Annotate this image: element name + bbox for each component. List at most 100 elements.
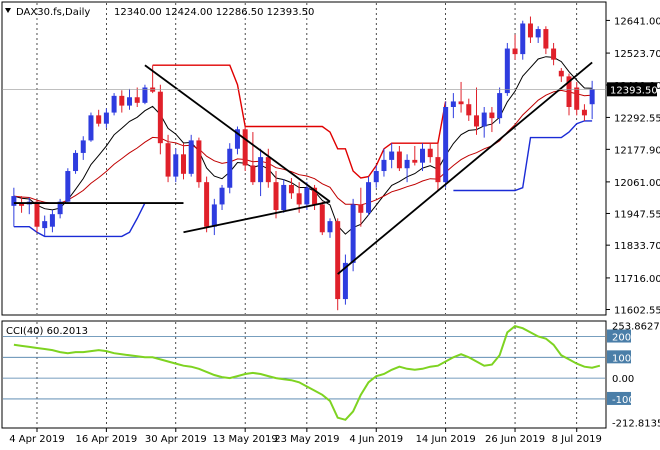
candle-body [481, 112, 487, 127]
candle-body [435, 157, 441, 183]
y-tick-label: 11833.70 [614, 241, 660, 252]
candle-body [581, 109, 587, 116]
candle-body [350, 204, 356, 263]
chart-header-ohlc: 12340.00 12424.00 12286.50 12393.50 [114, 7, 314, 18]
price-panel-frame [1, 1, 607, 316]
candle-body [49, 214, 55, 227]
candle-body [412, 159, 418, 163]
candle-body [373, 171, 379, 183]
candle-body [396, 151, 402, 169]
candle-body [443, 107, 449, 183]
candle-body [366, 182, 372, 213]
candle-body [527, 23, 533, 38]
current-price-label: 12393.50 [610, 85, 658, 96]
trend-lines [13, 61, 593, 275]
candle-body [574, 87, 580, 110]
cci-tick-label: -212.8135 [612, 418, 660, 429]
candle-body [512, 48, 518, 55]
price-axis: 12641.0012523.7012409.0012292.5512177.90… [2, 16, 660, 317]
candle-body [389, 151, 395, 160]
cci-series [13, 324, 601, 421]
cci-label: CCI(40) 60.2013 [6, 326, 88, 337]
cci-tick-label: 253.8627 [612, 321, 660, 332]
cci-level-box [607, 391, 631, 405]
candle-body [327, 221, 333, 233]
candle-body [358, 204, 364, 213]
candle-body [204, 182, 210, 227]
y-tick-label: 12061.00 [614, 178, 660, 189]
candle-body [520, 23, 526, 55]
candle-body [420, 148, 426, 163]
y-tick-label: 12292.55 [614, 113, 660, 124]
candle-body [497, 93, 503, 119]
cci-tick-label: 100 [612, 353, 631, 364]
cci-level-lines [3, 336, 605, 400]
x-tick-label: 16 Apr 2019 [75, 434, 137, 445]
candle-body [265, 157, 271, 183]
candle-body [543, 29, 549, 49]
candle-body [34, 201, 40, 227]
candle-body [57, 201, 63, 215]
candle-body [466, 104, 472, 116]
candle-body [551, 48, 557, 60]
candle-body [196, 140, 202, 183]
y-tick-label: 12177.90 [614, 145, 660, 156]
candle-body [65, 171, 71, 202]
trail-up-line [13, 202, 146, 238]
candle-body [188, 140, 194, 174]
x-tick-label: 4 Jun 2019 [349, 434, 403, 445]
candle-body [258, 157, 264, 183]
candle-body [404, 159, 410, 169]
candle-body [589, 89, 595, 105]
candle-body [473, 115, 479, 127]
descending-trendline [144, 64, 331, 203]
candle-body [119, 95, 125, 106]
y-tick-label: 12523.70 [614, 49, 660, 60]
x-tick-label: 8 Jul 2019 [552, 434, 602, 445]
cci-tick-label: 200 [612, 333, 631, 344]
candle-body [134, 97, 140, 103]
candlestick-series [11, 16, 595, 311]
cci-level-box [607, 329, 631, 343]
ascending-trendline [183, 200, 331, 234]
candle-body [427, 148, 433, 158]
trail-down-line [152, 64, 447, 179]
chart-header-symbol: DAX30.fs,Daily [16, 7, 90, 18]
candle-body [80, 140, 86, 153]
current-price-box [607, 82, 657, 97]
candle-body [242, 129, 248, 166]
candle-body [219, 187, 225, 205]
candle-body [111, 95, 117, 113]
x-tick-label: 23 May 2019 [274, 434, 339, 445]
candle-body [304, 187, 310, 205]
candle-body [42, 221, 48, 229]
candle-body [73, 152, 79, 172]
date-axis: 4 Apr 2019 16 Apr 2019 30 Apr 2019 13 May 2… [9, 428, 602, 445]
candle-body [504, 48, 510, 94]
x-tick-label: 30 Apr 2019 [145, 434, 207, 445]
candle-body [250, 165, 256, 183]
candle-body [19, 203, 25, 206]
cci-line [13, 324, 601, 421]
candle-body [127, 97, 133, 106]
x-tick-label: 14 Jun 2019 [416, 434, 476, 445]
rising-trendline [337, 61, 593, 275]
candle-body [312, 187, 318, 205]
cci-level-box [607, 350, 631, 364]
candle-body [142, 87, 148, 103]
candle-body [157, 91, 163, 144]
header-arrow-icon [5, 8, 11, 13]
candle-body [165, 143, 171, 177]
candle-body [96, 115, 102, 124]
candle-body [211, 204, 217, 227]
candle-body [535, 29, 541, 38]
candle-body [234, 129, 240, 149]
candle-body [558, 70, 564, 77]
candle-body [319, 204, 325, 233]
candle-body [227, 148, 233, 188]
cci-panel-frame [1, 320, 607, 429]
candle-body [88, 115, 94, 141]
candle-body [103, 112, 109, 124]
